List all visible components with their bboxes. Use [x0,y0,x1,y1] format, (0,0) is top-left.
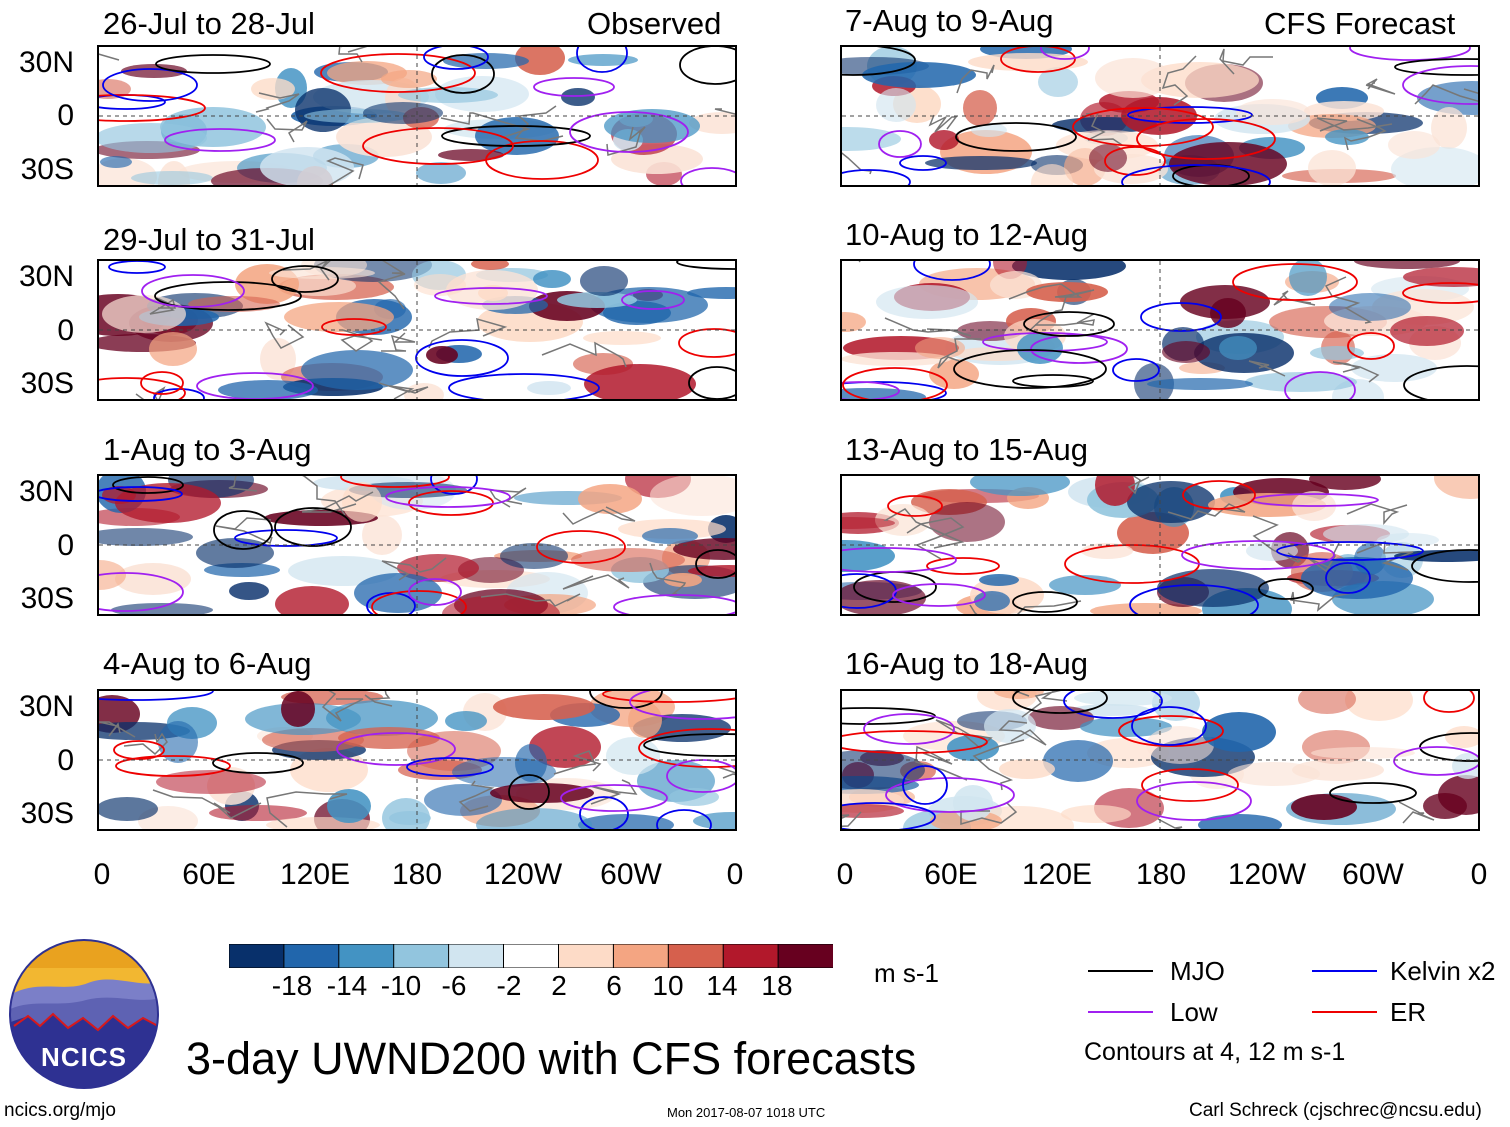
lat-tick: 0 [57,744,74,777]
colorbar-bin [667,943,725,969]
legend-swatch-mjo [1088,970,1153,972]
main-title: 3-day UWND200 with CFS forecasts [186,1033,917,1084]
colorbar-bin [228,943,285,969]
colorbar-bin [283,943,340,969]
colorbar-label: -14 [326,970,368,1001]
colorbar-bin [558,943,615,969]
map-panel-observed-2 [97,259,737,401]
observed-header: Observed [587,6,722,41]
panel-title: 4-Aug to 6-Aug [103,646,312,681]
lat-tick: 0 [57,99,74,132]
lat-tick: 30N [18,46,74,79]
colorbar-label: 6 [606,970,622,1001]
colorbar-bin [722,943,780,969]
lon-tick: 60W [600,858,662,891]
panel-title: 29-Jul to 31-Jul [103,222,315,257]
lat-tick: 30N [18,690,74,723]
colorbar-label: -2 [496,970,522,1001]
lon-tick: 60W [1342,858,1404,891]
lat-tick: 30S [20,153,74,186]
site-link[interactable]: ncics.org/mjo [4,1100,116,1121]
colorbar-bin [338,943,395,969]
lon-tick: 0 [726,858,744,891]
ncics-logo: NCICS [8,938,160,1090]
legend-label-er: ER [1390,997,1427,1027]
map-panel-forecast-4 [840,689,1480,831]
map-panel-observed-4 [97,689,737,831]
map-panel-forecast-3 [840,474,1480,616]
lat-tick: 0 [57,529,74,562]
colorbar-label: 2 [551,970,567,1001]
colorbar-label: -6 [441,970,467,1001]
lon-tick: 180 [1135,858,1187,891]
colorbar-unit: m s-1 [874,958,939,988]
panel-title: 10-Aug to 12-Aug [845,217,1089,252]
panel-title: 13-Aug to 15-Aug [845,432,1089,467]
colorbar-bin [777,943,834,969]
forecast-header: CFS Forecast [1264,6,1456,41]
lon-tick: 0 [836,858,854,891]
lon-tick: 60E [182,858,236,891]
colorbar-bin [393,943,450,969]
map-panel-observed-1 [97,45,737,187]
legend-label-mjo: MJO [1170,956,1225,986]
legend-swatch-er [1312,1011,1377,1013]
lon-tick: 120W [483,858,563,891]
colorbar-bin [503,943,560,969]
colorbar-label: -18 [271,970,313,1001]
lat-tick: 30S [20,367,74,400]
colorbar-label: 18 [761,970,793,1001]
colorbar-label: 14 [706,970,738,1001]
logo-text: NCICS [41,1042,127,1072]
lat-tick: 0 [57,314,74,347]
lat-tick: 30S [20,797,74,830]
colorbar-label: -10 [380,970,422,1001]
panel-title: 7-Aug to 9-Aug [845,3,1054,38]
lon-tick: 0 [93,858,111,891]
lat-tick: 30S [20,582,74,615]
legend-label-kelvin: Kelvin x2 [1390,956,1496,986]
lon-tick: 120E [1021,858,1093,891]
lat-tick: 30N [18,475,74,508]
map-panel-forecast-1 [840,45,1480,187]
lon-tick: 60E [924,858,978,891]
colorbar-bin [448,943,505,969]
panel-title: 26-Jul to 28-Jul [103,6,315,41]
lon-tick: 180 [391,858,443,891]
colorbar [228,943,834,969]
legend-swatch-low [1088,1011,1153,1013]
colorbar-bin [612,943,670,969]
legend-label-low: Low [1170,997,1218,1027]
colorbar-label: 10 [652,970,684,1001]
timestamp: Mon 2017-08-07 1018 UTC [667,1105,826,1120]
credit: Carl Schreck (cjschrec@ncsu.edu) [1189,1100,1482,1121]
lon-tick: 0 [1470,858,1488,891]
legend-swatch-kelvin [1312,970,1377,972]
contour-note: Contours at 4, 12 m s-1 [1084,1038,1346,1066]
lon-tick: 120E [279,858,351,891]
lat-tick: 30N [18,260,74,293]
lon-tick: 120W [1227,858,1307,891]
panel-title: 16-Aug to 18-Aug [845,646,1089,681]
map-panel-observed-3 [97,474,737,616]
panel-title: 1-Aug to 3-Aug [103,432,312,467]
map-panel-forecast-2 [840,259,1480,401]
